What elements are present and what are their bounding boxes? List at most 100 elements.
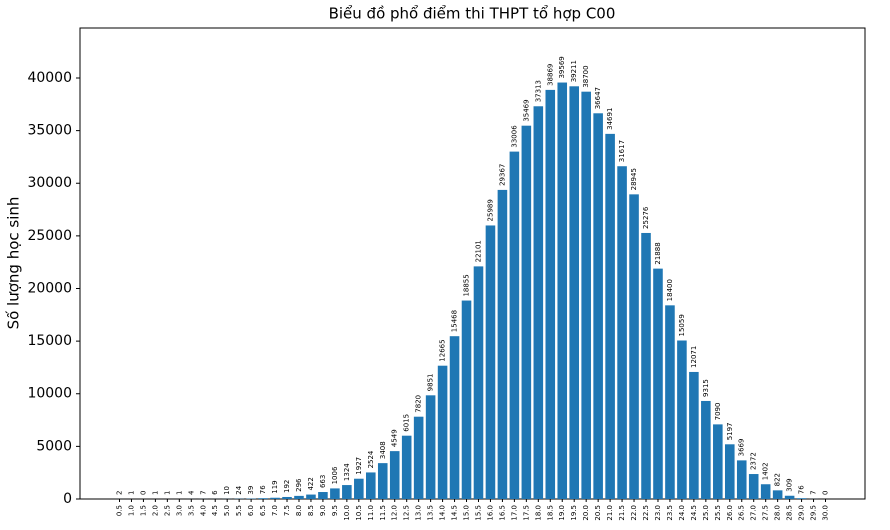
value-label: 6015 xyxy=(403,414,411,432)
x-tick-label: 7.0 xyxy=(271,505,279,516)
bar xyxy=(449,336,460,499)
bar xyxy=(760,484,771,499)
bar xyxy=(497,189,508,500)
value-label: 0 xyxy=(139,491,147,495)
x-tick-label: 9.5 xyxy=(331,505,339,516)
value-label: 3669 xyxy=(738,439,746,457)
value-label: 6 xyxy=(211,490,219,495)
value-label: 309 xyxy=(786,478,794,491)
x-tick-label: 10.5 xyxy=(355,505,363,521)
bar xyxy=(748,474,759,499)
x-tick-label: 16.0 xyxy=(486,505,494,521)
bar xyxy=(689,371,699,499)
value-label: 25276 xyxy=(642,206,650,229)
bar xyxy=(521,125,532,499)
x-tick-label: 26.0 xyxy=(726,505,734,521)
x-tick-label: 0.5 xyxy=(115,505,123,516)
bar xyxy=(509,151,520,499)
value-label: 35469 xyxy=(522,99,530,121)
x-tick-label: 5.5 xyxy=(235,505,243,516)
x-tick-label: 8.0 xyxy=(295,505,303,516)
x-tick-label: 21.0 xyxy=(606,505,614,521)
x-tick-label: 30.0 xyxy=(822,505,830,521)
value-label: 422 xyxy=(307,477,315,490)
bar xyxy=(569,86,580,499)
x-tick-label: 22.0 xyxy=(630,505,638,521)
value-label: 22101 xyxy=(474,240,482,262)
value-label: 2372 xyxy=(750,452,758,470)
x-tick-label: 15.5 xyxy=(474,505,482,521)
x-tick-label: 25.5 xyxy=(714,505,722,521)
bar xyxy=(377,463,388,499)
bar xyxy=(605,133,615,499)
y-tick-label: 30000 xyxy=(27,175,72,191)
y-tick-label: 25000 xyxy=(27,228,72,244)
value-label: 10 xyxy=(223,486,231,495)
bar xyxy=(354,478,364,499)
x-tick-label: 21.5 xyxy=(618,505,626,521)
bar xyxy=(701,400,711,499)
y-tick-label: 35000 xyxy=(27,123,72,139)
y-tick-label: 5000 xyxy=(36,438,72,454)
value-label: 12071 xyxy=(690,346,698,368)
value-label: 7820 xyxy=(415,395,423,413)
x-tick-label: 27.5 xyxy=(762,505,770,521)
x-tick-label: 20.0 xyxy=(582,505,590,521)
x-tick-label: 4.5 xyxy=(211,505,219,516)
bar xyxy=(772,490,783,499)
bar xyxy=(629,194,639,499)
y-tick-label: 0 xyxy=(63,491,72,507)
x-tick-label: 1.0 xyxy=(127,505,135,516)
bar xyxy=(306,494,316,499)
value-label: 7090 xyxy=(714,403,722,421)
value-label: 76 xyxy=(259,485,267,494)
value-label: 21888 xyxy=(654,242,662,264)
value-label: 9315 xyxy=(702,379,710,397)
bar xyxy=(270,497,280,499)
bar xyxy=(617,166,627,499)
value-label: 12665 xyxy=(439,339,447,361)
plot-frame xyxy=(79,27,866,500)
x-tick-label: 7.5 xyxy=(283,505,291,516)
bar xyxy=(641,232,651,500)
x-tick-label: 28.0 xyxy=(774,505,782,521)
x-tick-label: 23.0 xyxy=(654,505,662,521)
x-tick-label: 2.0 xyxy=(151,505,159,516)
bar xyxy=(485,225,496,499)
bar xyxy=(342,485,352,499)
bar xyxy=(677,340,687,499)
x-tick-label: 14.0 xyxy=(439,505,447,521)
value-label: 1 xyxy=(127,491,135,495)
bar xyxy=(330,488,340,499)
value-label: 119 xyxy=(271,480,279,493)
value-label: 34691 xyxy=(606,108,614,130)
value-label: 4549 xyxy=(391,429,399,447)
value-label: 38700 xyxy=(582,65,590,87)
bar xyxy=(557,82,568,499)
bar xyxy=(784,495,795,499)
bar xyxy=(713,424,723,499)
value-label: 39211 xyxy=(570,60,578,82)
bar xyxy=(593,113,603,499)
value-label: 4 xyxy=(187,490,195,495)
x-tick-label: 26.5 xyxy=(738,505,746,521)
value-label: 29367 xyxy=(498,164,506,186)
value-label: 5197 xyxy=(726,422,734,440)
y-tick-label: 15000 xyxy=(27,333,72,349)
x-tick-label: 15.0 xyxy=(463,505,471,521)
x-tick-label: 2.5 xyxy=(163,505,171,516)
bar xyxy=(461,300,472,499)
y-tick-label: 40000 xyxy=(27,70,72,86)
x-tick-label: 16.5 xyxy=(498,505,506,521)
bar xyxy=(665,305,675,499)
chart-title: Biểu đồ phổ điểm thi THPT tổ hợp C00 xyxy=(329,5,616,23)
value-label: 0 xyxy=(822,491,830,495)
x-tick-label: 4.0 xyxy=(199,505,207,516)
value-label: 24 xyxy=(235,485,243,494)
x-tick-label: 28.5 xyxy=(786,505,794,521)
x-tick-label: 23.5 xyxy=(666,505,674,521)
value-label: 15468 xyxy=(451,310,459,332)
value-label: 31617 xyxy=(618,140,626,162)
x-tick-label: 24.0 xyxy=(678,505,686,521)
